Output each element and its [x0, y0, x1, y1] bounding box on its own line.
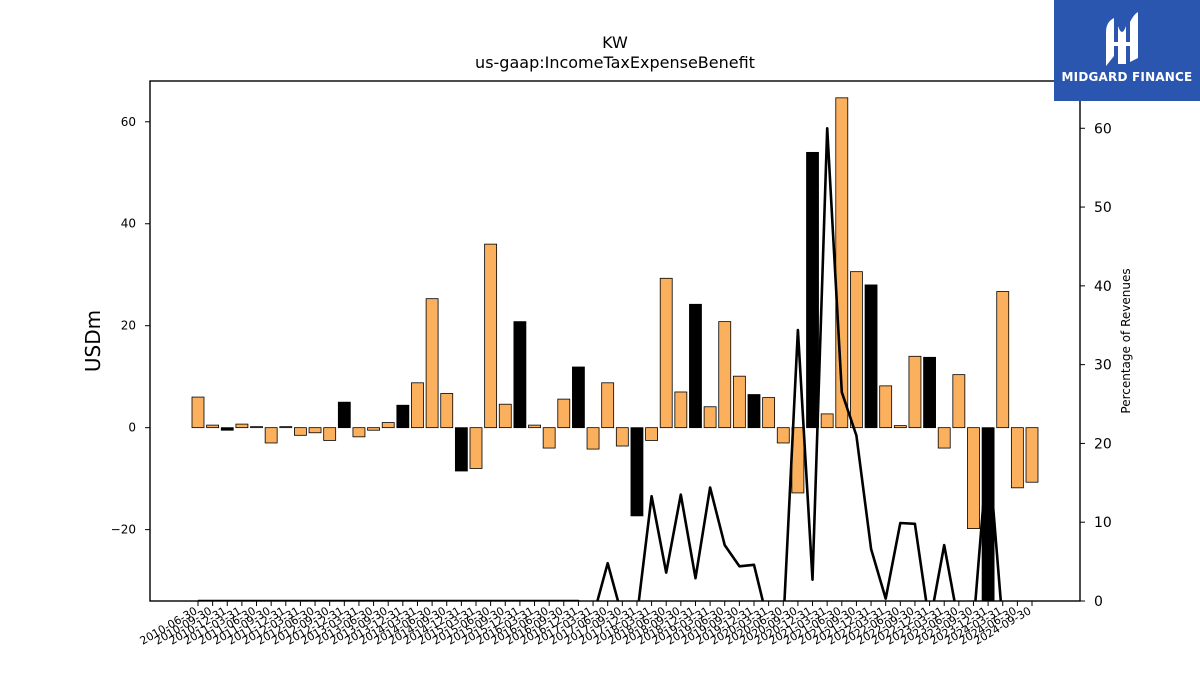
bar-2021-03-31 — [820, 413, 834, 429]
bar-2017-12-31 — [630, 427, 644, 517]
y-tick-label: 40 — [121, 217, 136, 231]
axes: −20020406001020304050602010-06-302010-09… — [111, 80, 1112, 648]
line-series — [198, 127, 1003, 601]
bar-series — [191, 97, 1039, 602]
y2-tick-label: 60 — [1094, 121, 1112, 137]
bar-2019-03-31 — [703, 406, 717, 429]
bar-2018-09-30 — [674, 391, 688, 429]
bar-2017-06-30 — [601, 382, 615, 429]
bar-2024-06-30 — [1010, 427, 1024, 489]
y-tick-label: 0 — [128, 421, 136, 435]
y2-tick-label: 10 — [1094, 515, 1112, 531]
bar-2018-06-30 — [659, 277, 673, 429]
bar-2010-06-30 — [191, 396, 205, 429]
bar-2013-09-30 — [381, 422, 395, 429]
bar-2020-12-31 — [806, 151, 819, 429]
bar-2018-03-31 — [645, 427, 658, 441]
chart-subtitle: us-gaap:IncomeTaxExpenseBenefit — [475, 53, 755, 72]
y-axis-label: USDm — [81, 310, 105, 372]
revenue-percentage-line — [198, 127, 1003, 601]
y-tick-label: 20 — [121, 319, 136, 333]
bar-2019-06-30 — [718, 321, 732, 429]
bar-2014-09-30 — [440, 393, 454, 429]
bar-2018-12-31 — [689, 303, 702, 429]
bar-2019-09-30 — [732, 375, 746, 429]
bar-2012-09-30 — [323, 427, 337, 441]
bar-2010-09-30 — [206, 424, 220, 429]
bar-2013-06-30 — [367, 427, 380, 431]
bar-2016-03-31 — [528, 424, 541, 429]
brand-logo: MIDGARD FINANCE — [1054, 0, 1200, 101]
bar-2012-12-31 — [337, 401, 351, 429]
bar-2022-12-31 — [923, 356, 936, 429]
bar-2011-09-30 — [264, 427, 278, 444]
bar-2014-06-30 — [425, 298, 439, 429]
bar-2023-03-31 — [937, 427, 951, 449]
bar-2014-12-31 — [454, 427, 468, 472]
bar-2012-06-30 — [308, 427, 322, 434]
bar-2016-12-31 — [572, 366, 585, 429]
bar-2024-03-31 — [996, 291, 1010, 429]
bar-2017-09-30 — [615, 427, 629, 447]
bar-2024-09-30 — [1025, 427, 1039, 483]
bar-2011-12-31 — [279, 426, 293, 429]
bar-2016-09-30 — [557, 398, 571, 429]
bar-2014-03-31 — [411, 382, 424, 429]
y2-tick-label: 20 — [1094, 436, 1112, 452]
y2-axis-label: Percentage of Revenues — [1119, 268, 1133, 413]
y2-tick-label: 50 — [1094, 200, 1112, 216]
y2-tick-label: 30 — [1094, 358, 1112, 374]
bar-2022-06-30 — [893, 425, 907, 429]
bar-2013-03-31 — [352, 427, 366, 438]
bar-2019-12-31 — [747, 394, 761, 429]
y2-tick-label: 40 — [1094, 279, 1112, 295]
bar-2011-06-30 — [250, 426, 263, 429]
bar-2021-12-31 — [864, 284, 878, 429]
bar-2015-09-30 — [498, 403, 512, 429]
bar-2015-12-31 — [513, 321, 527, 429]
bar-2021-09-30 — [850, 271, 863, 429]
chart-title: KW — [602, 33, 628, 52]
y-tick-label: −20 — [111, 523, 136, 537]
bar-2016-06-30 — [542, 427, 556, 449]
plot-frame — [149, 80, 1081, 602]
bar-2020-06-30 — [776, 427, 790, 444]
bar-2022-03-31 — [879, 385, 893, 429]
bar-2012-03-31 — [294, 427, 307, 436]
bar-2011-03-31 — [235, 423, 249, 429]
bar-2020-03-31 — [762, 397, 776, 429]
bar-2023-09-30 — [967, 427, 980, 530]
bar-2022-09-30 — [908, 355, 922, 429]
y-tick-label: 60 — [121, 115, 136, 129]
y2-tick-label: 0 — [1094, 594, 1103, 610]
bar-2010-12-31 — [220, 427, 234, 431]
bar-2017-03-31 — [586, 427, 600, 450]
midgard-logo-icon — [1106, 12, 1138, 66]
logo-text: MIDGARD FINANCE — [1061, 70, 1193, 84]
bar-2023-06-30 — [952, 374, 966, 429]
bar-2015-03-31 — [469, 427, 483, 469]
bar-2013-12-31 — [396, 404, 410, 429]
bar-2015-06-30 — [484, 243, 498, 429]
